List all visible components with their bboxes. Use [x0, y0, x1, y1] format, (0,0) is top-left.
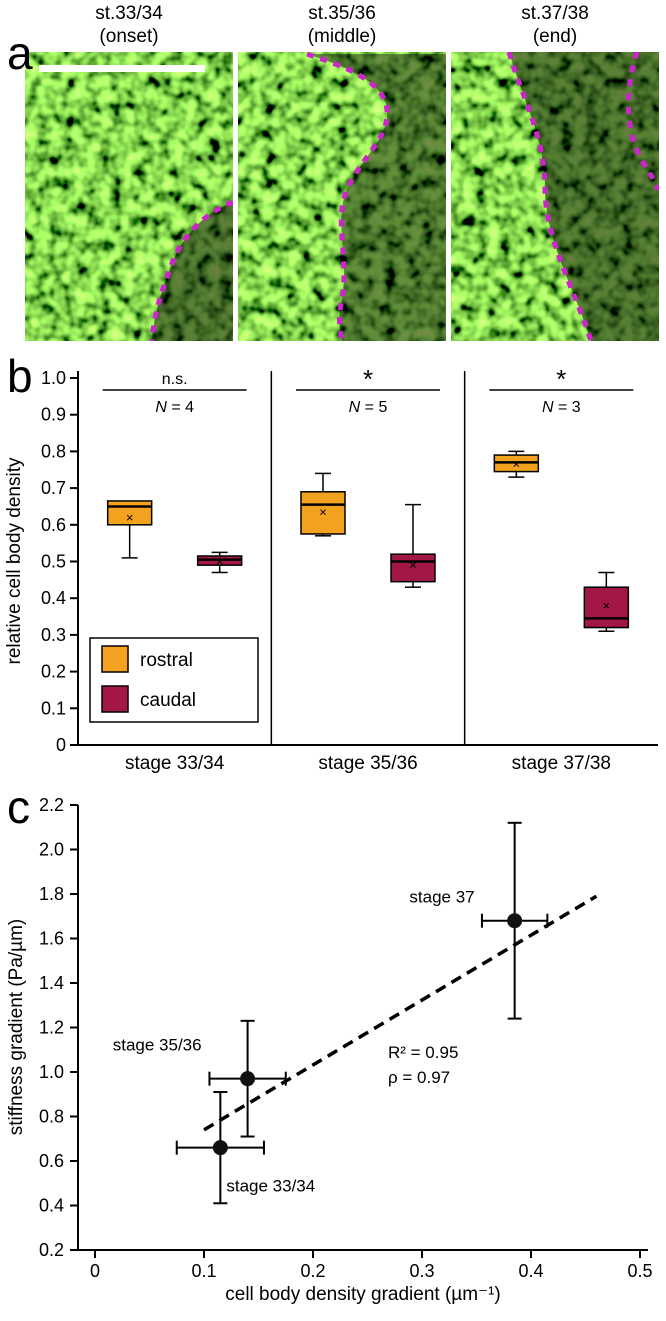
box — [300, 491, 346, 535]
category-label: stage 37/38 — [512, 753, 611, 774]
y-tick-label: 1.0 — [41, 368, 66, 388]
micrograph-2-phase: (middle) — [307, 25, 377, 47]
fit-line — [203, 894, 598, 1132]
y-tick-label: 0.6 — [39, 1151, 64, 1171]
y-tick-label: 0.5 — [41, 552, 66, 572]
y-tick-label: 0.7 — [41, 478, 66, 498]
category-label: stage 35/36 — [318, 753, 417, 774]
micrograph-stage-37-38 — [451, 52, 659, 341]
boundary-outline — [149, 199, 233, 341]
y-tick-label: 0.8 — [39, 1107, 64, 1127]
x-tick-label: 0.1 — [191, 1261, 216, 1281]
micrograph-1-stage: st.33/34 — [95, 3, 163, 24]
boundary-outline — [306, 52, 390, 341]
y-tick-label: 1.8 — [39, 884, 64, 904]
y-tick-label: 0.3 — [41, 625, 66, 645]
micrograph-3-phase: (end) — [532, 25, 578, 47]
n-label: N = 5 — [349, 399, 388, 416]
y-axis-title: relative cell body density — [4, 457, 25, 664]
data-point — [212, 1140, 228, 1156]
y-tick-label: 1.4 — [39, 973, 64, 993]
boundary-outline-right — [625, 52, 659, 191]
mean-marker: × — [126, 510, 134, 525]
point-label: stage 37 — [409, 888, 474, 907]
micrograph-3-stage: st.37/38 — [521, 3, 589, 24]
n-label: N = 4 — [155, 399, 194, 416]
micrograph-stage-33-34 — [25, 52, 233, 341]
y-axis-title: stiffness gradient (Pa/µm) — [6, 919, 27, 1136]
mean-marker: × — [216, 554, 224, 569]
y-tick-label: 0.6 — [41, 515, 66, 535]
gradient-scatterplot: 0 0.1 0.2 0.3 0.4 0.5 0.2 0.4 0.6 0.8 1.0 1.2 1.4 1.6… — [6, 795, 653, 1305]
y-tick-label: 0.8 — [41, 441, 66, 461]
correlation-annotation: R² = 0.95 — [388, 1043, 458, 1062]
y-tick-label: 1.6 — [39, 929, 64, 949]
y-tick-label: 2.0 — [39, 840, 64, 860]
y-tick-label: 0 — [56, 735, 66, 755]
y-tick-label: 0.2 — [41, 662, 66, 682]
micrograph-1-phase: (onset) — [99, 25, 159, 47]
box — [390, 553, 436, 583]
y-tick-label: 0.2 — [39, 1240, 64, 1260]
sparse-region-shade — [152, 202, 233, 341]
x-tick-label: 0.5 — [627, 1261, 652, 1281]
micrograph-1-header: st.33/34 (onset) — [25, 3, 233, 49]
panel-a: a st.33/34 (onset) st.35/36 (middle) st.… — [0, 0, 666, 345]
panel-b-letter: b — [7, 350, 33, 402]
box — [583, 586, 630, 629]
y-tick-label: 0.1 — [41, 698, 66, 718]
legend-swatch-caudal — [101, 685, 129, 713]
x-tick-label: 0.2 — [300, 1261, 325, 1281]
panel-b: b 1.0 0.9 0.8 0.7 0.6 0.5 0.4 0.3 0.2 0.1 0 relativ… — [0, 345, 666, 780]
panel-c: c 0 0.1 0.2 0.3 0.4 0.5 0.2 0.4 0.6 0.8 1.0 1.2 1.4 1… — [0, 780, 666, 1321]
y-tick-label: 0.9 — [41, 405, 66, 425]
legend-swatch-rostral — [101, 645, 129, 673]
x-tick-label: 0.3 — [409, 1261, 434, 1281]
n-label: N = 3 — [542, 399, 581, 416]
legend-label-rostral: rostral — [140, 650, 193, 671]
micrograph-2-stage: st.35/36 — [308, 3, 376, 24]
significance-label: n.s. — [162, 371, 188, 388]
y-tick-label: 1.2 — [39, 1018, 64, 1038]
scale-bar — [39, 65, 205, 72]
y-tick-label: 2.2 — [39, 795, 64, 815]
mean-marker: × — [319, 504, 327, 519]
sparse-region-shade — [509, 52, 659, 341]
correlation-annotation: ρ = 0.97 — [388, 1068, 450, 1087]
y-tick-label: 1.0 — [39, 1062, 64, 1082]
mean-marker: × — [409, 558, 417, 573]
significance-label: * — [363, 364, 373, 394]
mean-marker: × — [513, 457, 521, 472]
category-label: stage 33/34 — [125, 753, 225, 774]
data-point — [507, 913, 523, 929]
micrograph-3-header: st.37/38 (end) — [451, 3, 659, 49]
x-tick-label: 0.4 — [518, 1261, 543, 1281]
point-label: stage 33/34 — [226, 1177, 315, 1196]
micrograph-row — [25, 52, 659, 341]
sparse-region-shade — [307, 54, 446, 341]
y-tick-label: 0.4 — [39, 1196, 64, 1216]
legend-label-caudal: caudal — [140, 690, 196, 711]
point-label: stage 35/36 — [113, 1036, 202, 1055]
micrograph-stage-35-36 — [238, 52, 446, 341]
mean-marker: × — [603, 598, 611, 613]
y-tick-label: 0.4 — [41, 588, 66, 608]
micrograph-2-header: st.35/36 (middle) — [238, 3, 446, 49]
micrograph-headers: st.33/34 (onset) st.35/36 (middle) st.37… — [25, 3, 659, 49]
density-boxplot: 1.0 0.9 0.8 0.7 0.6 0.5 0.4 0.3 0.2 0.1 0 relative … — [4, 364, 658, 774]
x-tick-label: 0 — [90, 1261, 100, 1281]
significance-label: * — [556, 364, 566, 394]
data-point — [240, 1071, 256, 1087]
boundary-outline — [506, 52, 594, 341]
panel-c-letter: c — [7, 781, 30, 833]
x-axis-title: cell body density gradient (µm⁻¹) — [225, 1284, 500, 1305]
panel-a-letter: a — [7, 27, 33, 79]
